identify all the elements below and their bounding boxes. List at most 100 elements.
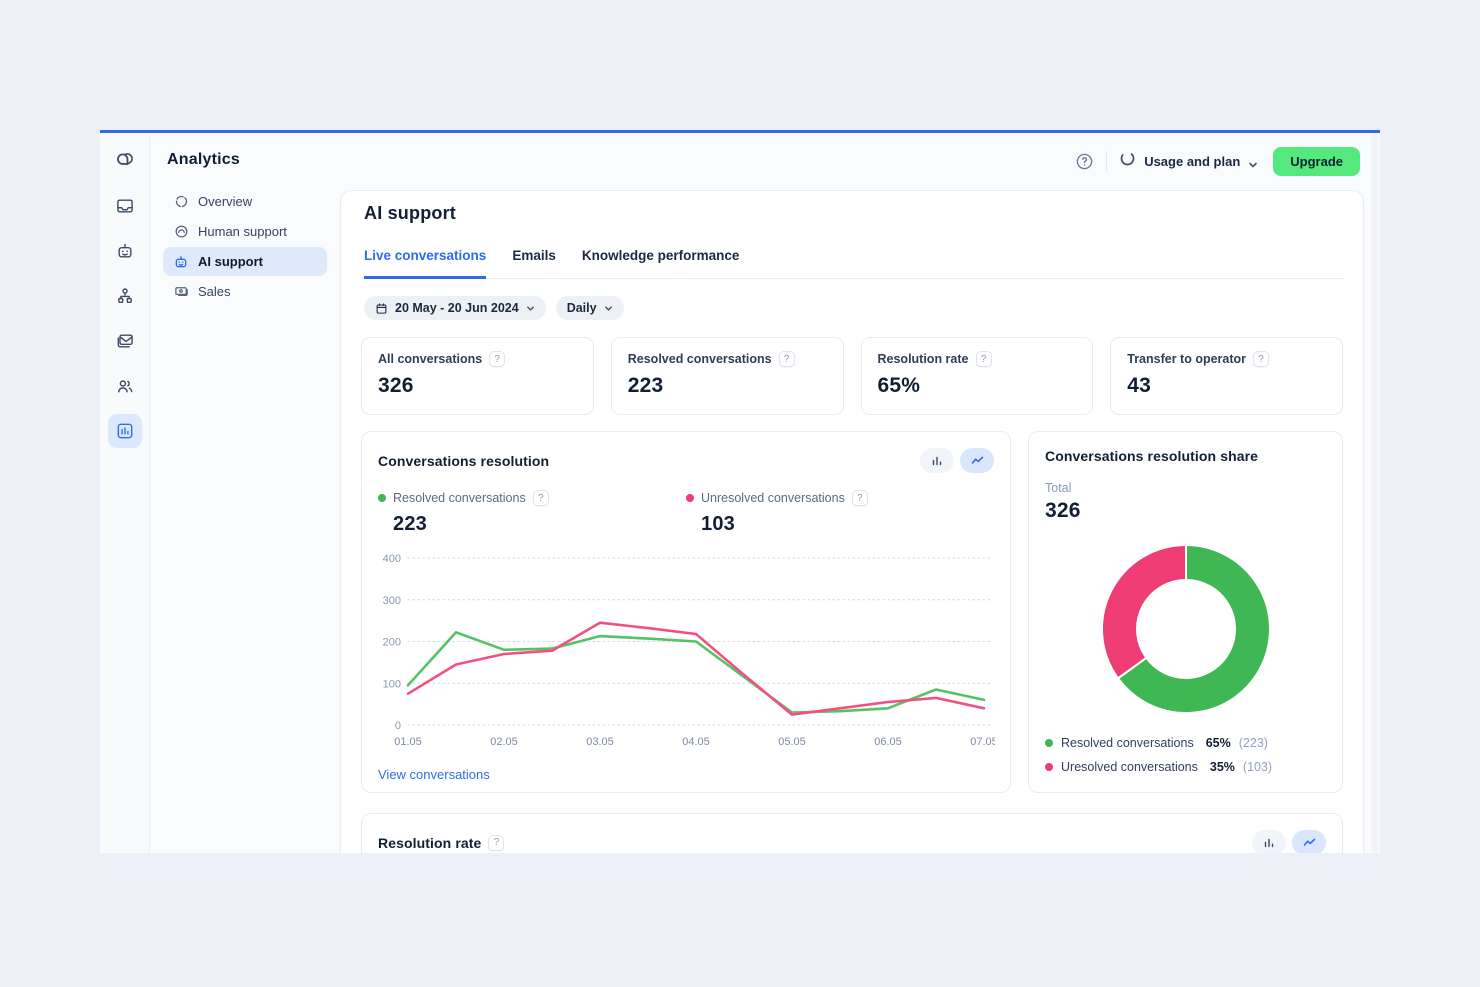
conversations-resolution-share-panel: Conversations resolution share Total 326… — [1028, 431, 1343, 793]
help-badge-icon[interactable]: ? — [778, 351, 795, 367]
stat-card-all-conversations: All conversations ? 326 — [361, 337, 594, 415]
stat-card-transfer-to-operator: Transfer to operator ? 43 — [1110, 337, 1343, 415]
stat-value: 223 — [627, 374, 664, 397]
icon-rail — [100, 133, 150, 853]
chevron-down-icon — [1248, 157, 1258, 167]
svg-text:0: 0 — [395, 720, 401, 732]
bar-chart-toggle-icon[interactable] — [920, 448, 954, 473]
section-title: AI support — [364, 203, 456, 223]
svg-text:300: 300 — [383, 595, 401, 607]
donut-total-value: 326 — [1045, 499, 1081, 522]
nav-item-ai-support[interactable]: AI support — [163, 247, 327, 276]
legend-percent: 65% — [1205, 736, 1231, 750]
donut-total-label: Total — [1045, 481, 1072, 495]
analytics-icon[interactable] — [107, 414, 142, 448]
stat-label: All conversations — [378, 352, 483, 366]
resolved-legend-dot — [1045, 739, 1053, 747]
header-divider — [1106, 151, 1108, 171]
help-badge-icon[interactable]: ? — [851, 490, 868, 506]
tab-live-conversations[interactable]: Live conversations — [364, 248, 487, 279]
chart-type-toggle — [920, 448, 994, 473]
usage-and-plan-menu[interactable]: Usage and plan — [1119, 150, 1258, 172]
stat-label: Resolved conversations — [627, 352, 772, 366]
stat-label: Transfer to operator — [1127, 352, 1247, 366]
scrollbar[interactable] — [1371, 133, 1379, 853]
chevron-down-icon — [526, 304, 535, 313]
tab-knowledge-performance[interactable]: Knowledge performance — [581, 248, 740, 263]
line-chart-legend: Resolved conversations ? 223 Unresolved … — [378, 490, 994, 536]
contacts-icon[interactable] — [108, 369, 142, 403]
tab-bar: Live conversations Emails Knowledge perf… — [361, 248, 1343, 279]
stats-row: All conversations ? 326 Resolved convers… — [361, 337, 1343, 415]
help-badge-icon[interactable]: ? — [488, 834, 505, 851]
chevron-down-icon — [604, 304, 613, 313]
donut-legend: Resolved conversations 65% (223) Uresolv… — [1045, 736, 1330, 784]
upgrade-button[interactable]: Upgrade — [1273, 146, 1360, 176]
help-badge-icon[interactable]: ? — [489, 351, 506, 367]
nav-item-label: Overview — [198, 194, 253, 209]
sales-icon — [173, 284, 189, 300]
stat-value: 326 — [378, 374, 414, 397]
nav-item-sales[interactable]: Sales — [163, 277, 327, 306]
app-window: Analytics Usage and plan — [100, 130, 1380, 853]
analytics-nav: Overview Human support — [163, 187, 327, 307]
unresolved-legend-dot — [686, 494, 694, 502]
legend-value: 223 — [393, 513, 427, 535]
svg-text:100: 100 — [383, 678, 401, 690]
calendar-icon — [375, 302, 388, 315]
svg-text:01.05: 01.05 — [394, 736, 422, 748]
stat-value: 43 — [1127, 374, 1152, 397]
svg-text:06.05: 06.05 — [874, 736, 902, 748]
resolution-share-donut — [1100, 543, 1271, 714]
help-icon[interactable] — [1074, 151, 1094, 171]
help-badge-icon[interactable]: ? — [975, 351, 992, 367]
conversations-resolution-panel: Conversations resolution — [361, 431, 1011, 793]
nav-item-overview[interactable]: Overview — [163, 187, 327, 216]
bot-icon[interactable] — [108, 234, 142, 268]
nav-item-human-support[interactable]: Human support — [163, 217, 327, 246]
resolution-rate-panel: Resolution rate ? — [361, 813, 1343, 853]
granularity-value: Daily — [566, 301, 597, 315]
legend-label: Unresolved conversations — [701, 491, 845, 505]
stat-card-resolved-conversations: Resolved conversations ? 223 — [610, 337, 844, 415]
stat-card-resolution-rate: Resolution rate ? 65% — [860, 337, 1094, 415]
ai-support-panel: AI support Live conversations Emails Kno… — [340, 190, 1364, 853]
help-badge-icon[interactable]: ? — [532, 490, 549, 506]
stat-label: Resolution rate — [877, 352, 969, 366]
filter-row: 20 May - 20 Jun 2024 Daily — [361, 296, 1343, 320]
legend-count: (223) — [1238, 736, 1268, 750]
page-title: Analytics — [167, 151, 240, 168]
resolution-line-chart: 0 100 200 300 400 01.05 02.05 03.05 04.05 05.05 06… — [383, 553, 998, 748]
granularity-select[interactable]: Daily — [555, 296, 624, 320]
mail-icon[interactable] — [108, 324, 142, 358]
help-badge-icon[interactable]: ? — [1253, 351, 1270, 367]
window-accent-line — [100, 130, 1380, 133]
date-range-value: 20 May - 20 Jun 2024 — [395, 301, 519, 315]
chart-type-toggle — [1252, 830, 1326, 853]
legend-count: (103) — [1242, 760, 1273, 774]
view-conversations-link[interactable]: View conversations — [378, 767, 490, 782]
svg-text:04.05: 04.05 — [682, 736, 710, 748]
panel-title: Conversations resolution — [378, 452, 550, 469]
svg-text:03.05: 03.05 — [586, 736, 614, 748]
stat-value: 65% — [877, 374, 921, 397]
line-chart-toggle-icon[interactable] — [1292, 830, 1326, 853]
svg-text:200: 200 — [383, 637, 401, 649]
legend-label: Resolved conversations — [393, 491, 526, 505]
legend-label: Resolved conversations — [1061, 736, 1194, 750]
tidio-logo-icon[interactable] — [108, 144, 142, 178]
overview-icon — [173, 194, 189, 210]
tab-emails[interactable]: Emails — [512, 248, 556, 263]
nav-item-label: Human support — [198, 224, 287, 239]
date-range-picker[interactable]: 20 May - 20 Jun 2024 — [364, 296, 546, 320]
nav-item-label: Sales — [198, 284, 231, 299]
flows-icon[interactable] — [108, 279, 142, 313]
svg-text:400: 400 — [383, 553, 401, 565]
legend-label: Uresolved conversations — [1061, 760, 1198, 774]
bar-chart-toggle-icon[interactable] — [1252, 830, 1286, 853]
human-support-icon — [173, 224, 189, 240]
inbox-icon[interactable] — [108, 189, 142, 223]
unresolved-legend-dot — [1045, 763, 1053, 771]
legend-value: 103 — [701, 513, 735, 535]
line-chart-toggle-icon[interactable] — [960, 448, 994, 473]
